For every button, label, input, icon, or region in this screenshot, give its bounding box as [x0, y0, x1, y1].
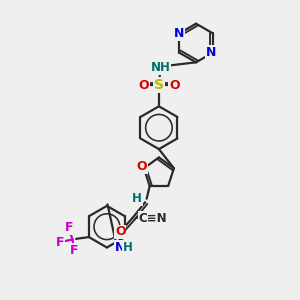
Text: N: N	[115, 241, 125, 254]
Text: S: S	[154, 78, 164, 92]
Text: N: N	[206, 46, 217, 59]
Text: O: O	[115, 226, 125, 238]
Text: F: F	[70, 244, 78, 257]
Text: H: H	[123, 241, 133, 254]
Text: F: F	[65, 221, 73, 234]
Text: NH: NH	[151, 61, 170, 74]
Text: H: H	[132, 192, 142, 205]
Text: C≡N: C≡N	[139, 212, 167, 225]
Text: N: N	[174, 27, 184, 40]
Text: O: O	[138, 79, 149, 92]
Text: O: O	[169, 79, 180, 92]
Text: O: O	[136, 160, 147, 173]
Text: F: F	[56, 236, 64, 249]
